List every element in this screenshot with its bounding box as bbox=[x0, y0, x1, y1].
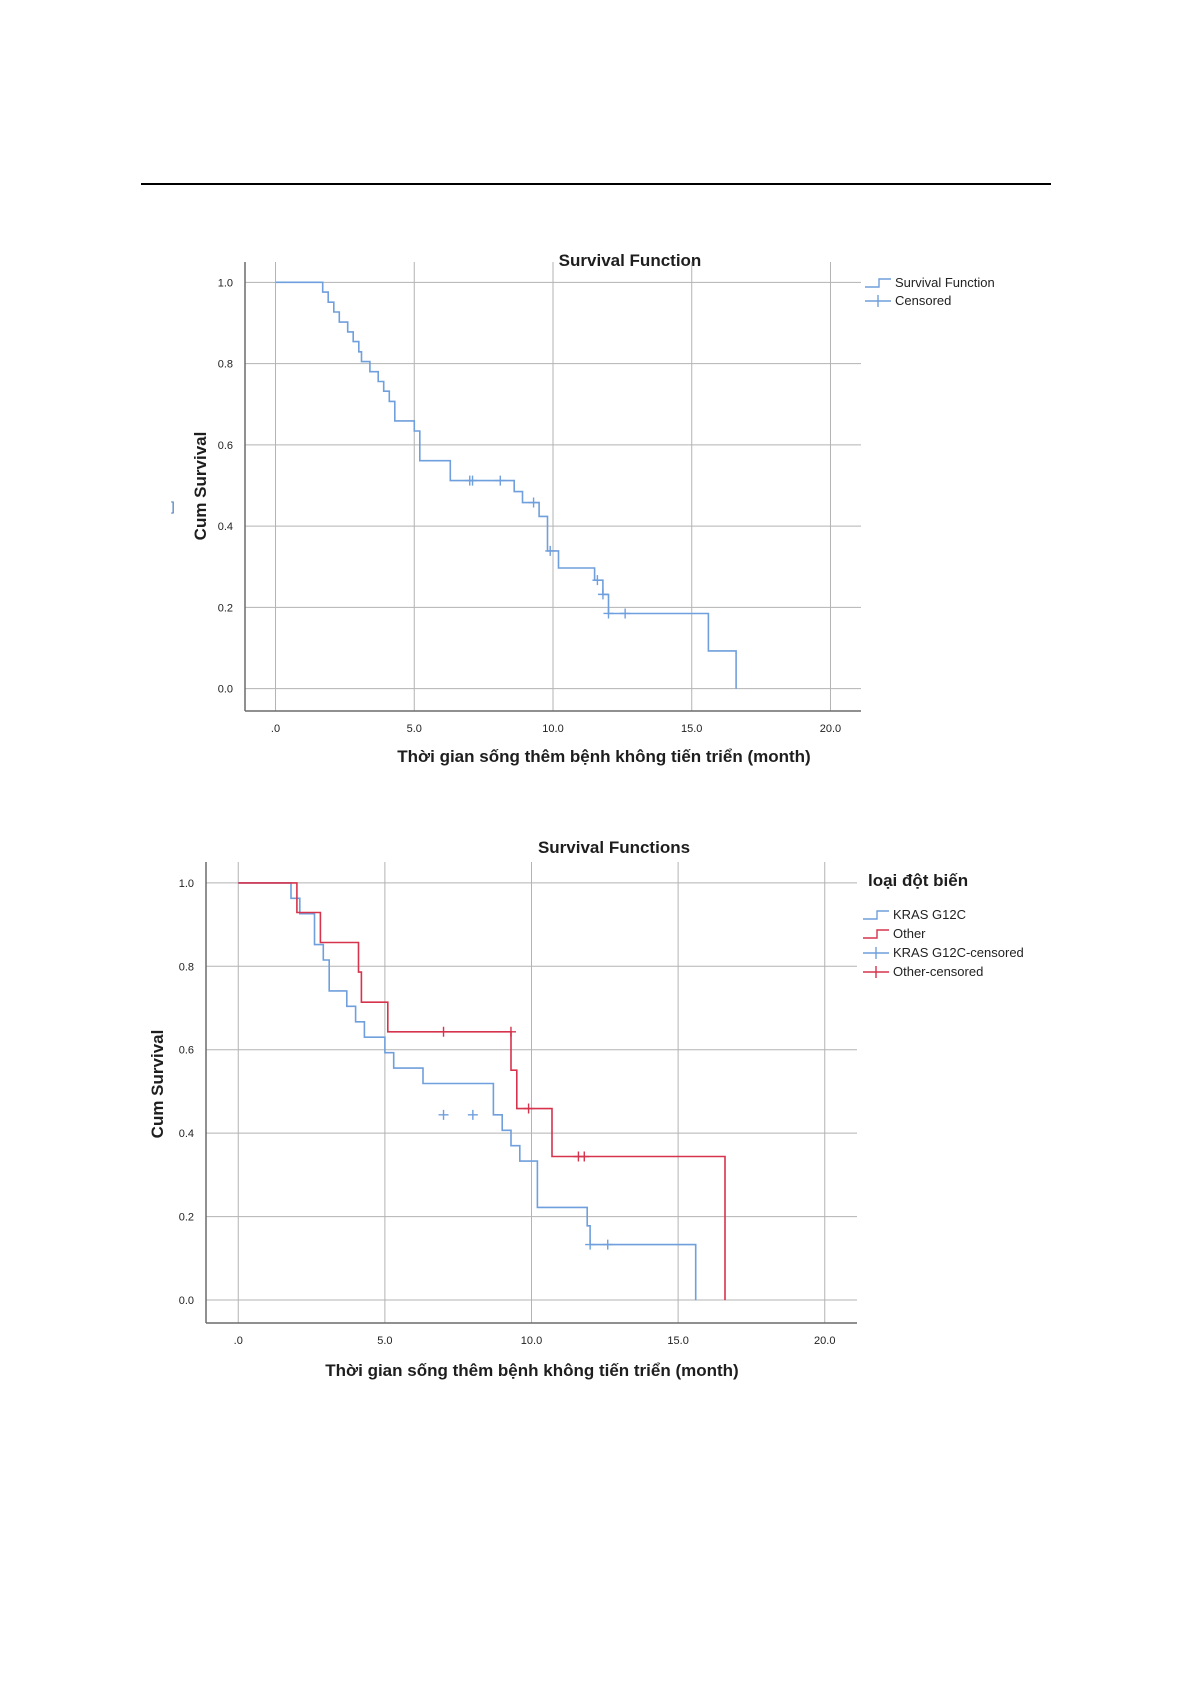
y-tick-label: 0.8 bbox=[179, 961, 194, 973]
x-tick-label: 15.0 bbox=[667, 1335, 688, 1347]
censored-mark bbox=[467, 475, 478, 486]
legend-item-label: Other bbox=[893, 926, 926, 941]
x-tick-label: 20.0 bbox=[814, 1335, 835, 1347]
censored-mark bbox=[438, 1109, 449, 1120]
censored-mark bbox=[467, 1109, 478, 1120]
legend-item-label: Censored bbox=[895, 293, 951, 308]
x-tick-label: 10.0 bbox=[521, 1335, 542, 1347]
margin-mark: ] bbox=[171, 499, 175, 514]
censored-mark bbox=[603, 608, 614, 619]
x-tick-label: .0 bbox=[234, 1335, 243, 1347]
censored-mark bbox=[528, 497, 539, 508]
censored-mark bbox=[579, 1151, 590, 1162]
x-tick-label: 5.0 bbox=[377, 1335, 392, 1347]
y-tick-label: 0.0 bbox=[179, 1295, 194, 1307]
x-tick-label: .0 bbox=[271, 723, 280, 735]
survival-curve-1 bbox=[275, 281, 737, 689]
censored-mark bbox=[495, 475, 506, 486]
x-tick-label: 20.0 bbox=[820, 723, 841, 735]
censored-mark bbox=[602, 1239, 613, 1250]
legend-item-label: Survival Function bbox=[895, 275, 995, 290]
censored-mark bbox=[620, 608, 631, 619]
survival-function-chart: Survival Function .0 5.0 10.0 15.0 20.0 0.0 0.2… bbox=[191, 251, 995, 766]
censored-mark bbox=[438, 1026, 449, 1037]
y-tick-label: 0.2 bbox=[218, 602, 233, 614]
legend-swatch-line bbox=[863, 929, 889, 939]
x-axis-label: Thời gian sống thêm bệnh không tiến triể… bbox=[397, 747, 810, 766]
censored-mark bbox=[505, 1026, 516, 1037]
y-tick-label: 0.8 bbox=[218, 359, 233, 371]
legend-item-label: KRAS G12C-censored bbox=[893, 945, 1024, 960]
survival-curve-1 bbox=[238, 882, 697, 1301]
censored-mark bbox=[585, 1239, 596, 1250]
legend-swatch-line bbox=[863, 910, 889, 920]
censored-mark bbox=[523, 1103, 534, 1114]
survival-functions-by-mutation-chart: Survival Functions .0 5.0 10.0 15.0 20.0 0.0 0.… bbox=[148, 838, 1024, 1380]
chart-title: Survival Function bbox=[559, 251, 702, 270]
x-tick-label: 5.0 bbox=[407, 723, 422, 735]
censored-mark bbox=[597, 589, 608, 600]
censored-mark bbox=[545, 545, 556, 556]
censored-mark bbox=[592, 575, 603, 586]
y-tick-label: 0.6 bbox=[179, 1045, 194, 1057]
y-tick-label: 1.0 bbox=[218, 277, 233, 289]
x-tick-label: 15.0 bbox=[681, 723, 702, 735]
chart-title: Survival Functions bbox=[538, 838, 690, 857]
y-tick-label: 0.6 bbox=[218, 440, 233, 452]
survival-curve-2 bbox=[238, 882, 726, 1301]
y-tick-label: 0.4 bbox=[218, 521, 233, 533]
y-tick-label: 0.2 bbox=[179, 1212, 194, 1224]
y-tick-label: 0.4 bbox=[179, 1128, 194, 1140]
y-axis-label: Cum Survival bbox=[191, 432, 210, 541]
y-axis-label: Cum Survival bbox=[148, 1030, 167, 1139]
legend-swatch-line bbox=[865, 278, 891, 288]
y-tick-label: 0.0 bbox=[218, 684, 233, 696]
legend-title: loại đột biến bbox=[868, 871, 968, 890]
x-axis-label: Thời gian sống thêm bệnh không tiến triể… bbox=[325, 1361, 738, 1380]
legend-item-label: Other-censored bbox=[893, 964, 983, 979]
legend-item-label: KRAS G12C bbox=[893, 907, 966, 922]
x-tick-label: 10.0 bbox=[542, 723, 563, 735]
y-tick-label: 1.0 bbox=[179, 878, 194, 890]
